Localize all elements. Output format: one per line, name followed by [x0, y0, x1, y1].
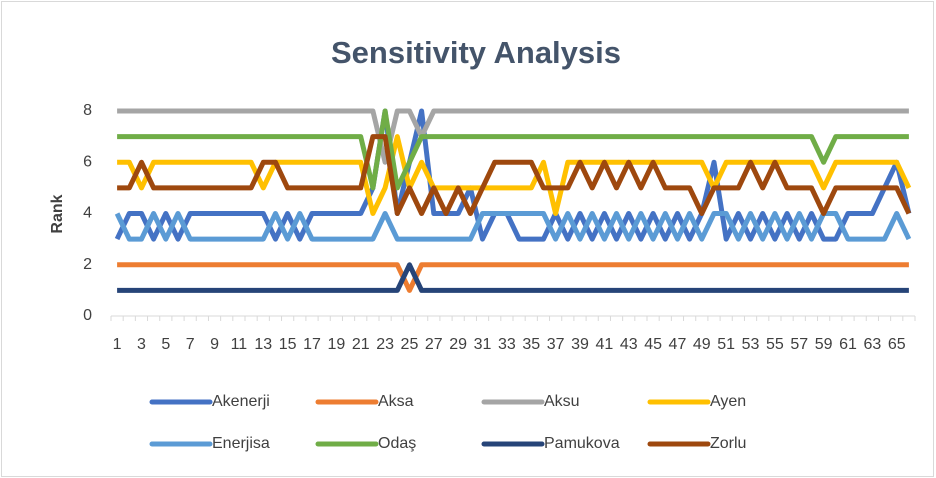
x-tick-label: 31 — [474, 336, 492, 353]
x-tick-label: 43 — [620, 336, 638, 353]
y-tick-label: 0 — [83, 307, 92, 324]
x-tick-label: 57 — [790, 336, 808, 353]
y-tick-label: 2 — [83, 256, 92, 273]
x-tick-label: 9 — [210, 336, 219, 353]
series-line — [117, 262, 909, 293]
x-tick-label: 59 — [815, 336, 833, 353]
y-axis-label: Rank — [49, 194, 66, 233]
series-line — [117, 262, 909, 293]
x-tick-label: 61 — [839, 336, 857, 353]
x-tick-label: 63 — [863, 336, 881, 353]
x-tick-label: 47 — [669, 336, 687, 353]
series-line — [117, 108, 909, 165]
series-line — [117, 108, 909, 191]
x-tick-label: 21 — [352, 336, 370, 353]
x-tick-label: 53 — [742, 336, 760, 353]
x-tick-label: 17 — [303, 336, 321, 353]
x-tick-label: 29 — [449, 336, 467, 353]
x-tick-label: 45 — [644, 336, 662, 353]
legend-label: Zorlu — [710, 435, 746, 452]
x-tick-label: 55 — [766, 336, 784, 353]
x-tick-label: 5 — [161, 336, 170, 353]
x-tick-label: 51 — [717, 336, 735, 353]
x-tick-label: 1 — [113, 336, 122, 353]
legend-label: Aksu — [544, 393, 580, 410]
x-tick-label: 39 — [571, 336, 589, 353]
x-tick-label: 37 — [547, 336, 565, 353]
x-tick-label: 41 — [595, 336, 613, 353]
x-tick-label: 11 — [231, 336, 248, 353]
x-tick-label: 13 — [254, 336, 272, 353]
y-tick-label: 8 — [83, 102, 92, 119]
series-line — [114, 211, 912, 242]
y-tick-label: 6 — [83, 153, 92, 170]
series-line — [117, 134, 912, 216]
x-tick-label: 15 — [279, 336, 297, 353]
series-line — [114, 108, 912, 242]
legend-label: Pamukova — [544, 435, 620, 452]
x-tick-label: 23 — [376, 336, 394, 353]
x-tick-label: 49 — [693, 336, 711, 353]
x-tick-label: 7 — [186, 336, 195, 353]
x-tick-label: 35 — [522, 336, 540, 353]
legend-label: Akenerji — [212, 393, 270, 410]
legend-label: Ayen — [710, 393, 746, 410]
x-tick-label: 19 — [327, 336, 345, 353]
legend-label: Enerjisa — [212, 435, 270, 452]
x-tick-label: 27 — [425, 336, 443, 353]
legend-label: Odaş — [378, 435, 416, 452]
x-tick-label: 33 — [498, 336, 516, 353]
x-tick-label: 25 — [401, 336, 419, 353]
chart-title: Sensitivity Analysis — [331, 35, 621, 70]
legend-label: Aksa — [378, 393, 414, 410]
x-tick-label: 65 — [888, 336, 906, 353]
x-tick-label: 3 — [137, 336, 146, 353]
y-tick-label: 4 — [83, 205, 92, 222]
